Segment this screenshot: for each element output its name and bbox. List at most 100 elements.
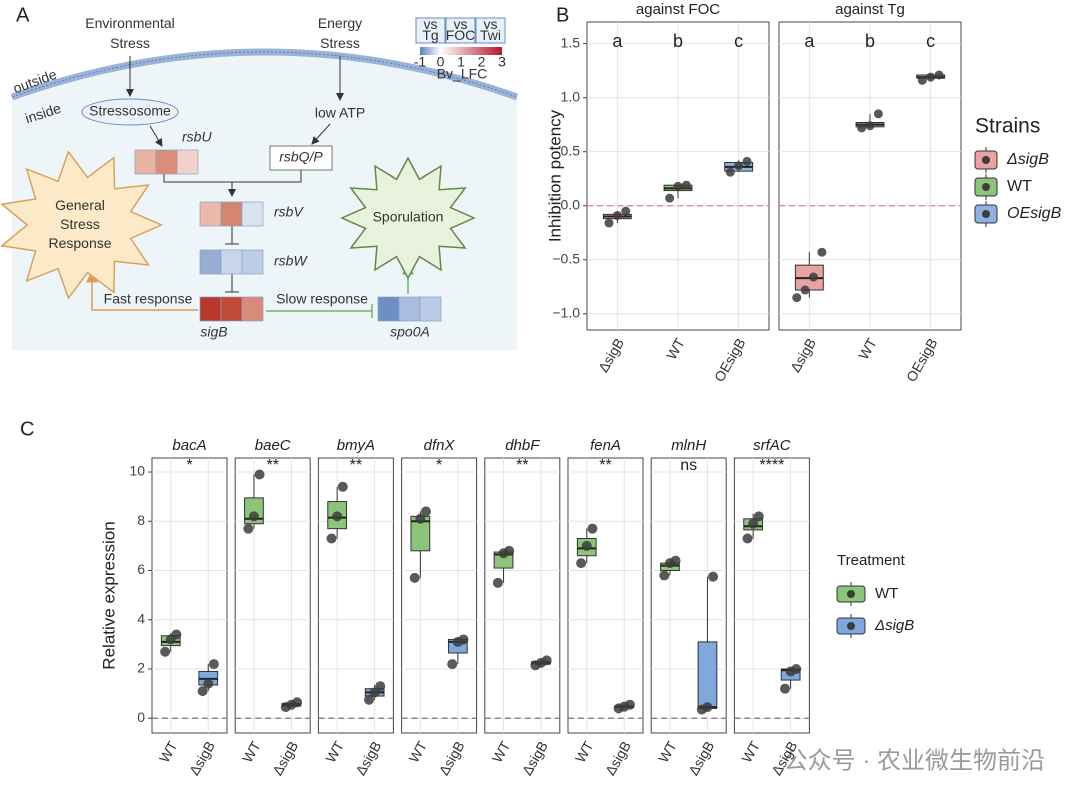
significance: ns xyxy=(680,457,697,474)
x-tick-label: WT xyxy=(489,738,514,765)
gene-label: rsbQ/P xyxy=(279,149,323,165)
point xyxy=(409,572,420,583)
inhibit xyxy=(225,274,239,293)
facet-title: dhbF xyxy=(505,437,540,454)
point xyxy=(621,206,631,216)
heatmap-cell xyxy=(398,296,421,322)
point xyxy=(612,210,622,220)
point xyxy=(415,513,426,524)
facet-title: fenA xyxy=(590,437,621,454)
x-tick-label: OEsigB xyxy=(903,335,941,384)
stress-label: Environmental Stress xyxy=(85,15,175,51)
facet-title: bmyA xyxy=(337,437,375,454)
point xyxy=(857,123,867,133)
colorbar-tick: 2 xyxy=(478,54,486,70)
cell-interior xyxy=(12,55,517,350)
point xyxy=(792,293,802,303)
x-tick-label: ΔsigB xyxy=(787,335,819,375)
diagram: outside inside Environmental Stress Energ… xyxy=(0,15,519,350)
point xyxy=(817,247,827,257)
burst-label: Sporulation xyxy=(373,209,444,225)
point xyxy=(917,75,927,85)
legend-column-label: vs Tg xyxy=(422,16,438,43)
y-tick-label: 2 xyxy=(137,660,145,676)
y-tick-label: 0 xyxy=(137,709,145,725)
legend-key-dot xyxy=(982,183,990,191)
point xyxy=(364,694,375,705)
point xyxy=(624,699,635,710)
stressosome-node xyxy=(81,98,179,126)
point xyxy=(447,659,458,670)
x-tick-label: WT xyxy=(663,335,688,362)
point xyxy=(326,533,337,544)
significance: * xyxy=(436,457,442,474)
fast-label: Fast response xyxy=(104,291,193,307)
line: General xyxy=(55,197,105,213)
fast-arrow xyxy=(86,270,198,311)
facet-title: against Tg xyxy=(835,1,905,18)
point xyxy=(780,683,791,694)
point xyxy=(725,167,735,177)
point xyxy=(504,545,515,556)
stressosome-label: Stressosome xyxy=(89,103,171,119)
significance: ** xyxy=(350,457,362,474)
line: FOC xyxy=(446,27,476,43)
point xyxy=(673,181,683,191)
x-tick-label: ΔsigB xyxy=(352,738,384,778)
x-tick-label: ΔsigB xyxy=(602,738,634,778)
y-axis-label: Relative expression xyxy=(99,521,118,669)
facet-title: srfAC xyxy=(753,437,791,454)
group-letter: c xyxy=(926,31,935,51)
facet-panel xyxy=(733,457,810,734)
point xyxy=(873,109,883,119)
point xyxy=(375,681,386,692)
slow-arrow xyxy=(266,304,373,318)
slow-label: Slow response xyxy=(276,291,368,307)
colorbar-title: Bv_LFC xyxy=(437,66,488,82)
point xyxy=(492,577,503,588)
line: Stress xyxy=(60,216,100,232)
point xyxy=(670,555,681,566)
y-tick-label: 8 xyxy=(137,512,145,528)
y-tick-label: 1.5 xyxy=(561,34,581,50)
x-tick-label: WT xyxy=(572,738,597,765)
x-tick-label: ΔsigB xyxy=(595,335,627,375)
legend-key-dot xyxy=(847,590,855,598)
legend-column xyxy=(475,17,506,44)
legend-key-dot xyxy=(982,210,990,218)
legend-label: OEsigB xyxy=(1007,205,1062,222)
facet-panel xyxy=(401,457,478,734)
line: Energy xyxy=(318,15,362,31)
x-tick-label: WT xyxy=(855,335,880,362)
membrane-detail xyxy=(11,51,518,98)
legend-label: WT xyxy=(875,585,898,602)
heatmap-cell xyxy=(220,296,243,322)
arrow xyxy=(311,123,331,145)
gene-label: sigB xyxy=(200,324,227,340)
point xyxy=(458,634,469,645)
line: Stress xyxy=(320,35,360,51)
significance: ** xyxy=(599,457,611,474)
point xyxy=(800,285,810,295)
point xyxy=(171,629,182,640)
legend-key-dot xyxy=(847,622,855,630)
box xyxy=(697,641,718,709)
legend-title: Strains xyxy=(975,115,1040,138)
x-tick-label: WT xyxy=(239,738,264,765)
y-axis-label: Inhibition potency xyxy=(545,109,564,242)
point xyxy=(292,697,303,708)
legend-label: WT xyxy=(1007,178,1032,195)
general-stress-burst xyxy=(0,150,164,300)
y-tick-label: 4 xyxy=(137,610,145,626)
point xyxy=(254,469,265,480)
facet-title: bacA xyxy=(172,437,206,454)
group-letter: b xyxy=(673,31,683,51)
gene-label: spo0A xyxy=(390,324,430,340)
line: Response xyxy=(48,235,111,251)
point xyxy=(791,663,802,674)
group-letter: a xyxy=(804,31,815,51)
panel-label: A xyxy=(16,4,30,26)
